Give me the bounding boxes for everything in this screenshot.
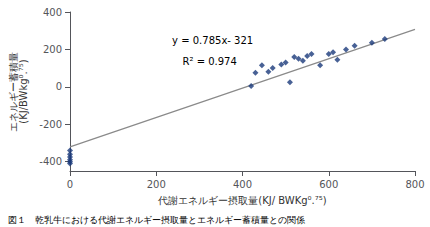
svg-text:-400: -400 (39, 156, 62, 167)
svg-text:エネルギー蓄積量: エネルギー蓄積量 (7, 51, 19, 132)
svg-text:200: 200 (43, 44, 62, 55)
svg-text:0: 0 (67, 179, 73, 190)
svg-text:0: 0 (56, 81, 62, 92)
svg-text:400: 400 (233, 179, 252, 190)
svg-text:図１ 乾乳牛における代謝エネルギー摂取量とエネルギー蓄積量と: 図１ 乾乳牛における代謝エネルギー摂取量とエネルギー蓄積量との関係 (8, 215, 305, 225)
svg-text:代謝エネルギー摂取量(KJ/ BWKg⁰.⁷⁵): 代謝エネルギー摂取量(KJ/ BWKg⁰.⁷⁵) (157, 195, 326, 206)
svg-text:R² = 0.974: R² = 0.974 (183, 56, 237, 67)
svg-text:(KJ/BWkg⁰.⁷⁵): (KJ/BWkg⁰.⁷⁵) (18, 59, 29, 124)
svg-text:400: 400 (43, 7, 62, 18)
svg-text:y = 0.785x- 321: y = 0.785x- 321 (172, 35, 253, 46)
svg-text:-200: -200 (39, 119, 62, 130)
svg-text:600: 600 (319, 179, 338, 190)
svg-text:800: 800 (405, 179, 424, 190)
svg-text:200: 200 (147, 179, 166, 190)
